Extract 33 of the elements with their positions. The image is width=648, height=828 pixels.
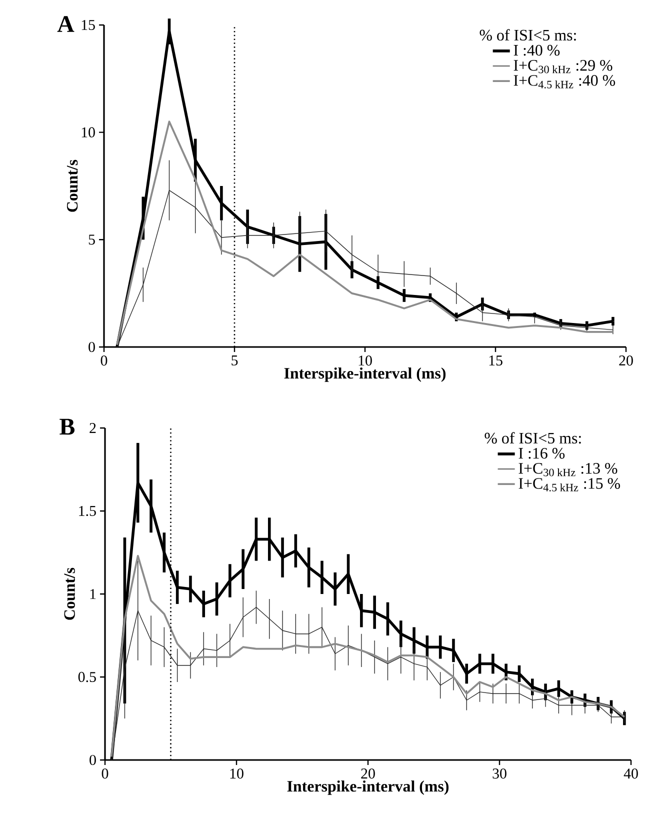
legend-label: I+C$_{4.5 kHz}$ :40 % bbox=[514, 75, 616, 88]
x-tick-label: 20 bbox=[361, 768, 375, 779]
y-tick-label: 1.5 bbox=[79, 506, 96, 516]
y-tick-label: 0 bbox=[90, 754, 96, 766]
x-tick-label: 0 bbox=[102, 768, 108, 779]
x-tick-label: 40 bbox=[624, 768, 638, 779]
y-tick-label: 1 bbox=[90, 589, 96, 599]
legend-label: I+C$_{30 kHz}$ :13 % bbox=[518, 462, 618, 476]
x-tick-label: 10 bbox=[230, 768, 244, 779]
y-tick-label: 5 bbox=[88, 234, 95, 245]
legend-title: % of ISI<5 ms: bbox=[484, 432, 581, 444]
y-tick-label: 0.5 bbox=[78, 672, 96, 682]
x-tick-label: 0 bbox=[100, 355, 108, 366]
chart-title: B bbox=[60, 418, 75, 435]
legend-label: I :40 % bbox=[514, 44, 560, 56]
legend-title: % of ISI<5 ms: bbox=[480, 29, 576, 41]
y-tick-label: 0 bbox=[88, 342, 95, 352]
legend-label: I :16 % bbox=[518, 448, 565, 459]
y-tick-label: 2 bbox=[90, 423, 96, 433]
legend-label: I+C$_{4.5 kHz}$ :15 % bbox=[518, 478, 620, 492]
x-tick-label: 30 bbox=[492, 768, 506, 779]
y-tick-label: 15 bbox=[82, 20, 95, 30]
x-tick-label: 10 bbox=[358, 355, 372, 366]
y-tick-label: 10 bbox=[82, 127, 95, 138]
y-axis-title: Count/s bbox=[66, 160, 78, 212]
x-tick-label: 15 bbox=[489, 356, 502, 366]
legend-label: I+C$_{30 kHz}$ :29 % bbox=[514, 60, 612, 74]
x-tick-label: 5 bbox=[232, 356, 238, 366]
x-tick-label: 20 bbox=[619, 355, 633, 366]
chart-title: A bbox=[57, 16, 74, 32]
x-axis-title: Interspike-interval (ms) bbox=[284, 367, 446, 382]
x-axis-title: Interspike-interval (ms) bbox=[287, 780, 449, 795]
y-axis-title: Count/s bbox=[64, 568, 75, 620]
